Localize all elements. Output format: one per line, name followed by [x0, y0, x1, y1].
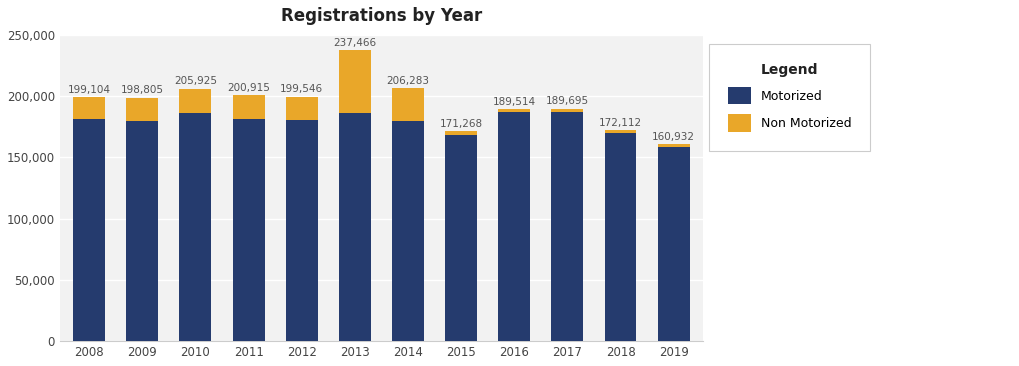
Bar	[285, 120, 317, 341]
Text: 206,283: 206,283	[386, 76, 429, 86]
Text: 172,112: 172,112	[598, 118, 641, 128]
Bar	[232, 95, 264, 119]
Bar	[126, 98, 158, 121]
Bar	[338, 113, 371, 341]
Bar	[444, 135, 477, 341]
Bar	[657, 144, 689, 147]
Bar	[498, 112, 530, 341]
Bar	[338, 50, 371, 113]
Text: 199,546: 199,546	[280, 84, 323, 94]
Text: 189,695: 189,695	[545, 96, 588, 106]
Bar	[657, 147, 689, 341]
Bar	[444, 131, 477, 135]
Bar	[179, 113, 211, 341]
Bar	[179, 89, 211, 113]
Text: 189,514: 189,514	[492, 97, 535, 107]
Text: 205,925: 205,925	[174, 76, 217, 86]
Title: Registrations by Year: Registrations by Year	[280, 7, 482, 25]
Bar	[604, 130, 636, 134]
Bar	[391, 121, 424, 341]
Text: 160,932: 160,932	[651, 131, 695, 142]
Bar	[73, 97, 105, 119]
Bar	[126, 121, 158, 341]
Bar	[604, 134, 636, 341]
Text: 171,268: 171,268	[439, 119, 482, 129]
Bar	[391, 89, 424, 121]
Text: 200,915: 200,915	[227, 83, 270, 93]
Bar	[551, 112, 583, 341]
Text: 198,805: 198,805	[120, 85, 164, 95]
Bar	[232, 119, 264, 341]
Text: 199,104: 199,104	[67, 85, 110, 95]
Bar	[73, 119, 105, 341]
Text: 237,466: 237,466	[333, 38, 376, 48]
Legend: Motorized, Non Motorized: Motorized, Non Motorized	[715, 50, 863, 145]
Bar	[285, 97, 317, 120]
Bar	[551, 109, 583, 112]
Bar	[498, 109, 530, 112]
